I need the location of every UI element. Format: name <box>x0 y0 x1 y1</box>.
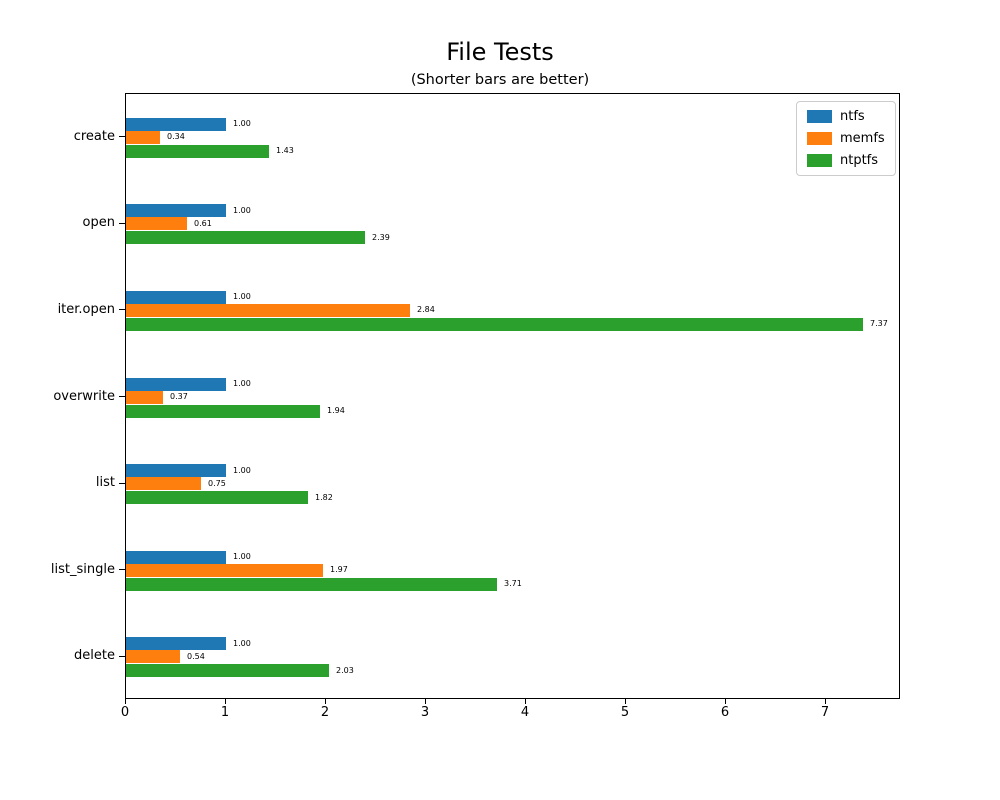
bar-ntptfs-create <box>126 144 269 158</box>
bar-value-label: 2.39 <box>372 232 390 242</box>
bar-value-label: 3.71 <box>504 579 522 589</box>
bar-ntptfs-list <box>126 491 308 505</box>
legend-label-memfs: memfs <box>840 131 885 146</box>
x-tick <box>624 699 626 704</box>
legend-swatch-memfs <box>807 132 832 145</box>
bar-memfs-open <box>126 217 187 231</box>
bar-value-label: 1.00 <box>233 379 251 388</box>
x-tick-label-7: 7 <box>820 705 830 720</box>
bar-value-label: 1.00 <box>233 119 251 129</box>
bar-value-label: 2.03 <box>336 665 354 675</box>
bar-ntfs-create <box>126 117 226 131</box>
x-tick-label-4: 4 <box>520 705 530 720</box>
bar-value-label: 1.00 <box>233 638 251 648</box>
bar-value-label: 1.94 <box>327 406 345 415</box>
legend-label-ntptfs: ntptfs <box>840 153 879 168</box>
bar-ntptfs-list_single <box>126 577 497 591</box>
legend-item-ntfs: ntfs <box>807 110 885 123</box>
bar-value-label: 0.75 <box>208 478 226 488</box>
x-tick <box>124 699 126 704</box>
bar-value-label: 0.34 <box>167 132 185 142</box>
y-tick <box>119 309 125 311</box>
bar-ntptfs-overwrite <box>126 404 320 418</box>
legend-label-ntfs: ntfs <box>840 109 865 124</box>
y-tick <box>119 655 125 657</box>
y-tick-label-delete: delete <box>74 648 115 664</box>
y-tick <box>119 396 125 397</box>
bar-ntfs-list <box>126 464 226 478</box>
x-tick-label-0: 0 <box>120 705 130 720</box>
chart-subtitle: (Shorter bars are better) <box>410 72 590 88</box>
legend-swatch-ntptfs <box>807 154 832 167</box>
legend: ntfs memfs ntptfs <box>796 101 896 176</box>
x-tick <box>424 699 426 704</box>
bar-ntptfs-open <box>126 231 365 245</box>
bar-memfs-list <box>126 477 201 491</box>
bar-memfs-list_single <box>126 563 323 577</box>
y-tick-label-iter.open: iter.open <box>57 301 115 317</box>
bar-memfs-overwrite <box>126 390 163 404</box>
bar-ntptfs-delete <box>126 664 329 678</box>
bar-value-label: 0.54 <box>187 651 205 661</box>
bar-ntfs-iter.open <box>126 290 226 304</box>
x-tick <box>224 699 226 704</box>
x-tick <box>324 699 326 704</box>
y-tick <box>119 222 125 224</box>
y-tick-label-list: list <box>95 475 115 491</box>
y-tick-label-overwrite: overwrite <box>53 388 115 404</box>
x-tick <box>724 699 726 704</box>
bar-memfs-delete <box>126 650 180 664</box>
bar-value-label: 0.37 <box>170 392 188 401</box>
bar-ntfs-overwrite <box>126 377 226 391</box>
bar-value-label: 0.61 <box>194 218 212 228</box>
x-tick <box>524 699 526 704</box>
bar-ntptfs-iter.open <box>126 317 863 331</box>
bar-memfs-create <box>126 130 160 144</box>
y-tick-label-create: create <box>73 128 115 144</box>
bar-ntfs-open <box>126 204 226 218</box>
bar-value-label: 2.84 <box>417 305 435 315</box>
y-tick <box>119 136 125 138</box>
bar-ntfs-delete <box>126 637 226 651</box>
legend-item-ntptfs: ntptfs <box>807 154 885 167</box>
bar-memfs-iter.open <box>126 303 410 317</box>
bar-value-label: 1.00 <box>233 552 251 562</box>
bar-value-label: 1.00 <box>233 292 251 302</box>
plot-area: 1.00 0.34 1.43 1.00 0.61 2.39 1.00 2.84 7.37 1.00… <box>125 93 900 699</box>
bar-ntfs-list_single <box>126 550 226 564</box>
y-tick-label-list_single: list_single <box>50 561 115 577</box>
bar-value-label: 1.00 <box>233 205 251 215</box>
x-tick-label-5: 5 <box>620 705 630 720</box>
bar-value-label: 1.00 <box>233 465 251 475</box>
bar-value-label: 1.97 <box>330 565 348 575</box>
x-tick-label-6: 6 <box>720 705 730 720</box>
chart-title: File Tests <box>446 38 554 66</box>
bar-value-label: 7.37 <box>870 319 888 329</box>
x-tick <box>824 699 826 704</box>
y-tick <box>119 482 125 484</box>
legend-item-memfs: memfs <box>807 132 885 145</box>
y-tick-label-open: open <box>82 215 115 231</box>
bar-value-label: 1.82 <box>315 492 333 502</box>
legend-swatch-ntfs <box>807 110 832 123</box>
x-tick-label-3: 3 <box>420 705 430 720</box>
x-tick-label-2: 2 <box>320 705 330 720</box>
x-tick-label-1: 1 <box>220 705 230 720</box>
bar-value-label: 1.43 <box>276 146 294 156</box>
y-tick <box>119 569 125 571</box>
